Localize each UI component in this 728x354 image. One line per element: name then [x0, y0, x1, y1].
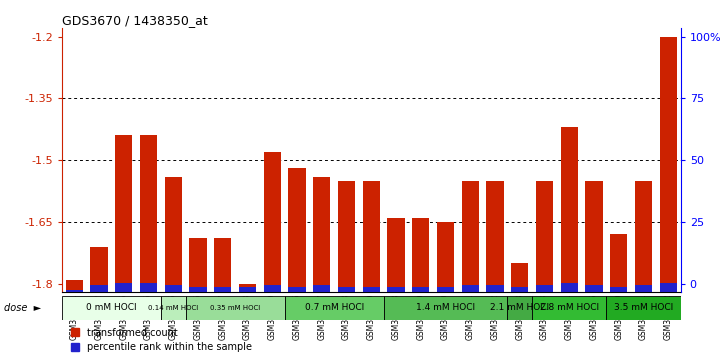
- Bar: [585, 181, 603, 292]
- Bar: [511, 263, 529, 292]
- Bar: [585, 285, 603, 292]
- Bar: [437, 222, 454, 292]
- Bar: [610, 234, 628, 292]
- Text: GDS3670 / 1438350_at: GDS3670 / 1438350_at: [62, 14, 207, 27]
- Bar: [462, 285, 479, 292]
- Bar: [384, 296, 507, 320]
- Bar: [387, 218, 405, 292]
- Bar: [660, 283, 677, 292]
- Text: 1.4 mM HOCl: 1.4 mM HOCl: [416, 303, 475, 313]
- Text: 2.8 mM HOCl: 2.8 mM HOCl: [539, 303, 599, 313]
- Text: dose  ►: dose ►: [4, 303, 41, 313]
- Text: 0.7 mM HOCl: 0.7 mM HOCl: [304, 303, 364, 313]
- Text: 0.35 mM HOCl: 0.35 mM HOCl: [210, 305, 261, 311]
- Bar: [90, 247, 108, 292]
- Bar: [635, 181, 652, 292]
- Bar: [338, 181, 355, 292]
- Legend: transformed count, percentile rank within the sample: transformed count, percentile rank withi…: [67, 324, 256, 354]
- Bar: [338, 287, 355, 292]
- Bar: [189, 287, 207, 292]
- Bar: [532, 296, 606, 320]
- Bar: [511, 287, 529, 292]
- Bar: [115, 136, 132, 292]
- Bar: [161, 296, 186, 320]
- Bar: [610, 287, 628, 292]
- Bar: [214, 287, 232, 292]
- Bar: [412, 218, 430, 292]
- Bar: [536, 181, 553, 292]
- Bar: [363, 287, 380, 292]
- Bar: [62, 296, 161, 320]
- Bar: [363, 181, 380, 292]
- Bar: [140, 136, 157, 292]
- Bar: [507, 296, 532, 320]
- Text: 0 mM HOCl: 0 mM HOCl: [86, 303, 137, 313]
- Bar: [90, 285, 108, 292]
- Text: 2.1 mM HOCl: 2.1 mM HOCl: [490, 303, 550, 313]
- Bar: [189, 239, 207, 292]
- Bar: [285, 296, 384, 320]
- Bar: [660, 36, 677, 292]
- Bar: [239, 284, 256, 292]
- Bar: [412, 287, 430, 292]
- Bar: [66, 280, 83, 292]
- Bar: [387, 287, 405, 292]
- Bar: [214, 239, 232, 292]
- Bar: [635, 285, 652, 292]
- Bar: [264, 152, 281, 292]
- Text: 0.14 mM HOCl: 0.14 mM HOCl: [148, 305, 199, 311]
- Bar: [313, 285, 331, 292]
- Bar: [561, 283, 578, 292]
- Bar: [66, 290, 83, 292]
- Bar: [561, 127, 578, 292]
- Bar: [239, 287, 256, 292]
- Bar: [486, 285, 504, 292]
- Bar: [536, 285, 553, 292]
- Bar: [462, 181, 479, 292]
- Bar: [186, 296, 285, 320]
- Bar: [165, 285, 182, 292]
- Bar: [288, 169, 306, 292]
- Bar: [115, 283, 132, 292]
- Bar: [606, 296, 681, 320]
- Text: 3.5 mM HOCl: 3.5 mM HOCl: [614, 303, 673, 313]
- Bar: [165, 177, 182, 292]
- Bar: [264, 285, 281, 292]
- Bar: [140, 283, 157, 292]
- Bar: [437, 287, 454, 292]
- Bar: [486, 181, 504, 292]
- Bar: [313, 177, 331, 292]
- Bar: [288, 287, 306, 292]
